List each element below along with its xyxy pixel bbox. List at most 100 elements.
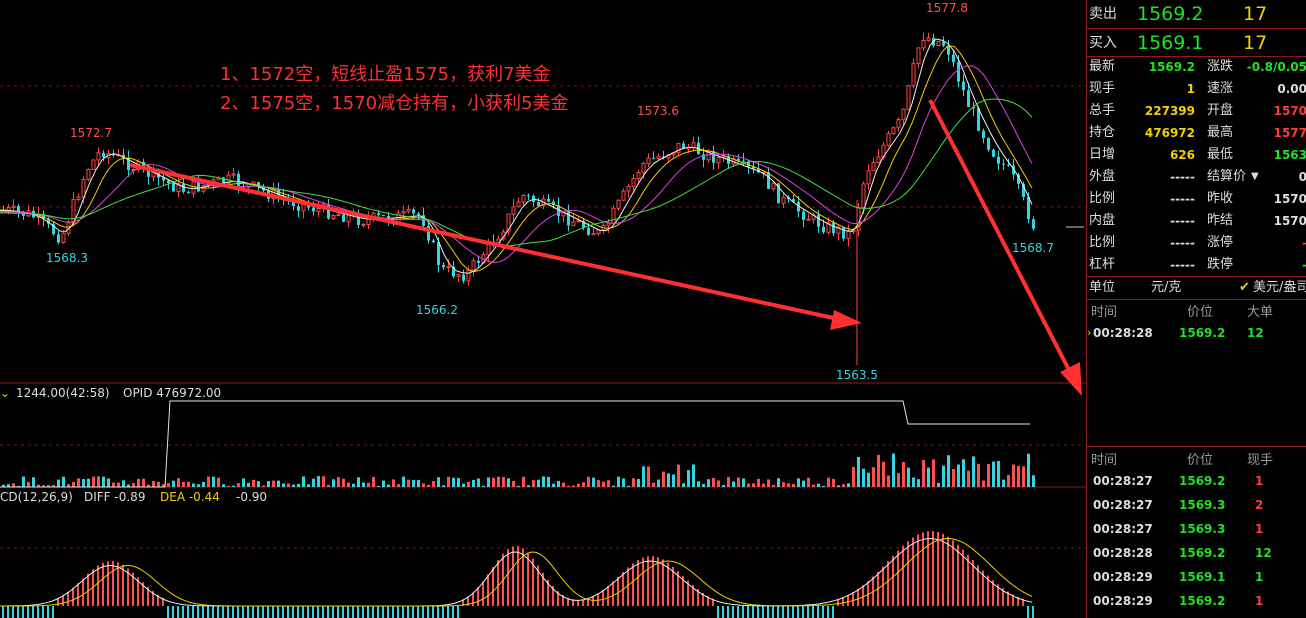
stat-value: 1	[1186, 82, 1195, 96]
candle-body	[832, 222, 835, 234]
macd-bar	[782, 606, 784, 618]
candle-body	[742, 160, 745, 162]
macd-bar	[672, 566, 674, 606]
macd-bar	[722, 606, 724, 618]
unit-option[interactable]: 美元/盎司	[1253, 280, 1306, 295]
header-price: 价位	[1187, 305, 1214, 320]
quote-stat-row: 持仓 476972 最高 1577	[1087, 122, 1306, 144]
volume-bar	[987, 463, 990, 487]
volume-bar	[862, 468, 865, 487]
macd-bar	[1017, 596, 1019, 606]
stat-label: 比例	[1089, 191, 1116, 206]
volume-bar	[642, 466, 645, 487]
label-1563-5: 1563.5	[836, 368, 878, 382]
volume-bar	[432, 481, 435, 487]
macd-bar	[197, 606, 199, 618]
big-order-row[interactable]: › 00:28:28 1569.2 12	[1087, 322, 1306, 344]
macd-bar	[392, 606, 394, 618]
tick-time: 00:28:27	[1093, 522, 1153, 536]
unit-label: 单位	[1089, 280, 1116, 295]
macd-bar	[507, 549, 509, 606]
macd-bar	[67, 591, 69, 606]
macd-bar	[562, 595, 564, 606]
candle-body	[511, 206, 516, 215]
volume-bar	[567, 485, 570, 487]
volume-bar	[402, 476, 405, 487]
macd-bar	[667, 562, 669, 606]
macd-bar	[942, 533, 944, 606]
row-marker-icon: ›	[1087, 326, 1092, 339]
macd-bar	[902, 545, 904, 606]
chart-area[interactable]: 1577.8 1572.7 1573.6 1568.3 1566.2 1563.…	[0, 0, 1086, 618]
candlestick-chart[interactable]: 1577.8 1572.7 1573.6 1568.3 1566.2 1563.…	[0, 0, 1086, 618]
dropdown-icon[interactable]: ▼	[1251, 171, 1259, 182]
volume-bar	[757, 478, 760, 487]
candle-body	[342, 214, 345, 222]
volume-bar	[892, 453, 895, 487]
tick-row[interactable]: 00:28:27 1569.3 2	[1087, 494, 1306, 516]
macd-bar	[517, 546, 519, 606]
quote-stat-row: 比例 ----- 昨收 1570	[1087, 188, 1306, 210]
candle-body	[771, 182, 776, 190]
tick-row[interactable]: 00:28:29 1569.1 1	[1087, 566, 1306, 588]
tick-row[interactable]: 00:28:29 1569.2 1	[1087, 590, 1306, 612]
volume-bar	[377, 485, 380, 487]
sell-row[interactable]: 卖出 1569.2 17	[1087, 0, 1306, 28]
unit-row[interactable]: 单位 元/克 ✔ 美元/盎司	[1087, 277, 1306, 299]
volume-bar	[437, 477, 440, 487]
candle-body	[587, 227, 590, 235]
macd-bar	[767, 606, 769, 618]
macd-bar	[747, 606, 749, 618]
volume-bar	[352, 483, 355, 487]
tick-time: 00:28:27	[1093, 498, 1153, 512]
volume-bar	[882, 461, 885, 487]
tick-row[interactable]: 00:28:28 1569.2 12	[1087, 542, 1306, 564]
candle-body	[916, 47, 921, 64]
volume-bar	[772, 484, 775, 487]
candle-body	[767, 172, 770, 189]
volume-bar	[752, 483, 755, 487]
volume-bar	[217, 477, 220, 487]
macd-bar	[182, 606, 184, 618]
volume-bar	[927, 467, 930, 487]
candle-body	[422, 215, 425, 226]
buy-row[interactable]: 买入 1569.1 17	[1087, 29, 1306, 57]
volume-bar	[992, 461, 995, 487]
macd-bar	[332, 606, 334, 618]
macd-bar	[437, 606, 439, 618]
macd-bar	[12, 606, 14, 618]
volume-bar	[177, 478, 180, 487]
volume-bar	[187, 481, 190, 487]
unit-value[interactable]: 元/克	[1151, 280, 1182, 295]
stat-label-2: 最高	[1207, 125, 1234, 140]
stat-value-2: 0.00	[1277, 82, 1306, 96]
macd-bar	[82, 578, 84, 606]
volume-bar	[372, 476, 375, 487]
candle-body	[57, 234, 60, 243]
macd-bar	[57, 598, 59, 606]
candle-body	[611, 207, 616, 224]
volume-bar	[872, 467, 875, 487]
volume-bar	[62, 476, 65, 487]
candle-body	[936, 41, 941, 47]
tick-row[interactable]: 00:28:27 1569.3 1	[1087, 518, 1306, 540]
macd-bar	[217, 606, 219, 618]
macd-bar	[762, 606, 764, 618]
macd-bar	[657, 557, 659, 606]
macd-bar	[107, 561, 109, 606]
macd-name[interactable]: CD(12,26,9)	[0, 490, 73, 504]
volume-bar	[322, 476, 325, 487]
volume-bar	[72, 481, 75, 487]
check-icon[interactable]: ✔	[1239, 280, 1250, 295]
sell-label: 卖出	[1089, 6, 1117, 22]
volume-bar	[657, 479, 660, 487]
volume-bar	[887, 475, 890, 487]
volume-bar	[312, 478, 315, 487]
volume-bar	[537, 479, 540, 487]
tick-vol: 1	[1255, 522, 1264, 536]
macd-bar	[412, 606, 414, 618]
stat-label: 内盘	[1089, 213, 1116, 228]
stat-value: 1569.2	[1148, 60, 1195, 74]
volume-bar	[462, 483, 465, 487]
tick-row[interactable]: 00:28:27 1569.2 1	[1087, 470, 1306, 492]
